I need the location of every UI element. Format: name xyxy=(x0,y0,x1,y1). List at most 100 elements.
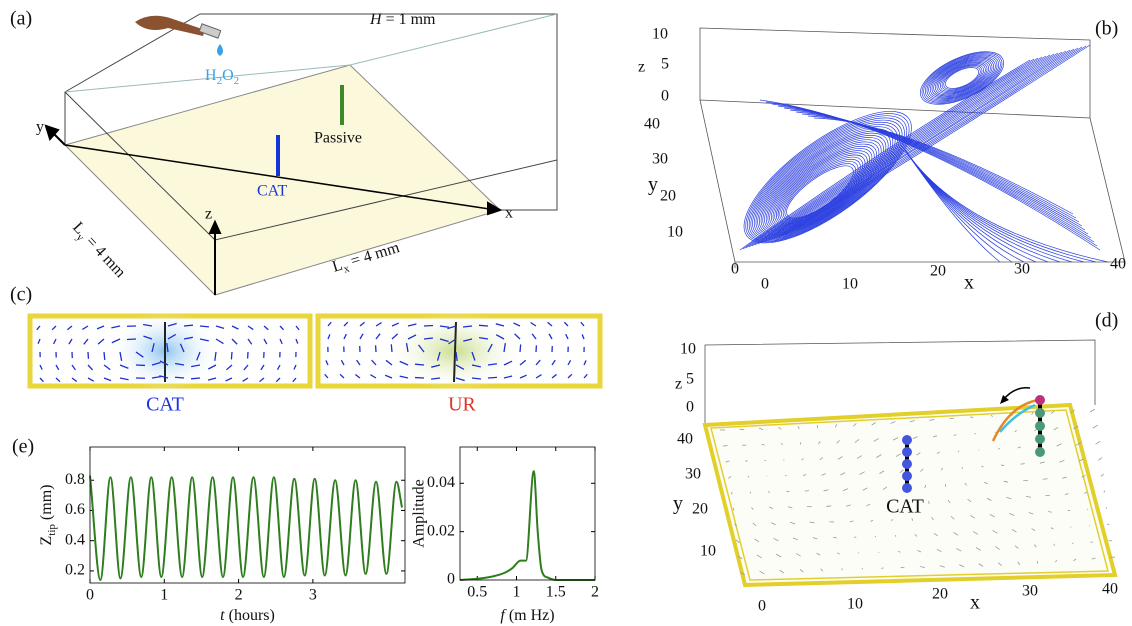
flow-arrow xyxy=(119,377,129,381)
flow-arrow xyxy=(730,491,733,495)
x-tick-label: 0 xyxy=(86,587,94,604)
flow-arrow xyxy=(744,460,748,462)
data-line xyxy=(89,475,404,581)
flow-arrow xyxy=(87,364,94,371)
flow-arrow xyxy=(1073,425,1079,430)
z-tick-label: 0 xyxy=(686,399,694,416)
flow-arrow xyxy=(417,344,425,353)
flow-arrow xyxy=(407,334,417,340)
flow-arrow xyxy=(66,325,73,331)
flow-arrow xyxy=(242,377,249,382)
flow-arrow xyxy=(226,364,233,371)
panel-label: (e) xyxy=(12,436,34,458)
trajectory xyxy=(757,53,1055,245)
flow-arrow xyxy=(159,360,169,366)
flow-arrow xyxy=(519,374,527,379)
flow-arrow xyxy=(455,351,458,362)
flow-arrow xyxy=(471,377,482,380)
flow-arrow xyxy=(873,438,879,442)
flow-arrow xyxy=(1050,527,1054,530)
y-axis-label: Ztip (mm) xyxy=(38,485,58,546)
flow-arrow xyxy=(37,338,41,344)
frame-d xyxy=(702,339,1118,588)
flow-arrow xyxy=(391,333,399,340)
flow-arrow xyxy=(909,420,915,423)
flow-arrow xyxy=(97,338,105,345)
flow-arrow xyxy=(836,440,840,444)
flow-arrow xyxy=(276,364,281,371)
flow-arrow xyxy=(792,537,799,541)
flow-arrow xyxy=(548,333,553,340)
flow-arrow xyxy=(567,359,572,366)
flow-arrow xyxy=(995,546,1001,550)
flow-arrow xyxy=(183,324,194,327)
flow-arrow xyxy=(861,567,864,570)
flow-arrow xyxy=(231,338,238,345)
flow-arrow xyxy=(754,538,760,543)
box-a xyxy=(64,13,558,296)
label-part: = 1 mm xyxy=(382,11,436,28)
flow-arrow xyxy=(917,550,922,553)
trajectory xyxy=(771,103,1095,243)
flow-arrow xyxy=(1072,542,1074,545)
flow-arrow xyxy=(292,377,297,383)
trajectory xyxy=(742,58,1035,250)
flow-arrow xyxy=(802,474,807,477)
flow-arrow xyxy=(151,376,161,379)
flow-arrow xyxy=(83,338,89,345)
flow-arrow xyxy=(547,321,553,327)
flow-arrow xyxy=(513,322,521,327)
flow-arrows xyxy=(720,408,1116,576)
flow-arrow xyxy=(914,533,918,537)
flow-arrow xyxy=(737,555,743,560)
trajectory xyxy=(926,55,998,101)
flow-arrow xyxy=(1006,496,1012,500)
flow-arrow xyxy=(771,522,776,526)
trajectory xyxy=(904,149,1085,263)
flow-arrow xyxy=(583,373,588,379)
x-tick-label: 30 xyxy=(1014,261,1030,278)
flow-arrow xyxy=(414,363,425,366)
flow-arrow xyxy=(354,373,361,379)
flow-arrow xyxy=(978,563,984,567)
flow-arrow xyxy=(81,325,89,330)
flow-arrow xyxy=(1028,512,1034,515)
trajectory xyxy=(747,115,908,242)
flow-arrow xyxy=(989,513,995,518)
flow-arrow xyxy=(894,535,897,537)
flow-arrow xyxy=(734,523,737,527)
flow-arrow xyxy=(819,457,824,461)
flow-arrow xyxy=(752,522,757,527)
y-tick-label: 0.2 xyxy=(65,562,85,579)
trajectory xyxy=(929,57,995,99)
flow-arrow xyxy=(324,373,329,379)
flow-arrow xyxy=(531,333,537,340)
flow-arrow xyxy=(776,553,782,558)
flow-arrow xyxy=(275,377,281,383)
trajectory xyxy=(775,47,1079,239)
flow-arrow xyxy=(103,377,112,382)
flow-arrow xyxy=(455,377,465,382)
x-tick-label: 2 xyxy=(235,587,243,604)
flow-arrow xyxy=(970,514,975,519)
flow-arrow xyxy=(735,539,740,544)
flow-arrow xyxy=(986,497,992,501)
flow-arrow xyxy=(1062,476,1067,479)
flow-arrow xyxy=(859,471,865,475)
flow-arrow xyxy=(293,364,297,370)
flow-arrow xyxy=(886,502,890,506)
trajectory xyxy=(772,48,1075,240)
flow-arrow xyxy=(151,361,161,366)
flow-arrow xyxy=(183,336,193,340)
flow-arrow xyxy=(840,472,846,476)
flow-arrow xyxy=(833,536,837,539)
flow-arrow xyxy=(841,568,843,571)
flow-arrow xyxy=(1017,561,1021,565)
trajectory xyxy=(778,46,1083,238)
flow-arrow xyxy=(975,547,982,551)
flow-arrow xyxy=(739,571,746,576)
flow-arrow xyxy=(1064,493,1069,495)
x-tick-label: 0 xyxy=(758,598,766,615)
flow-arrow xyxy=(375,321,382,327)
panel-label: (b) xyxy=(1095,18,1118,40)
